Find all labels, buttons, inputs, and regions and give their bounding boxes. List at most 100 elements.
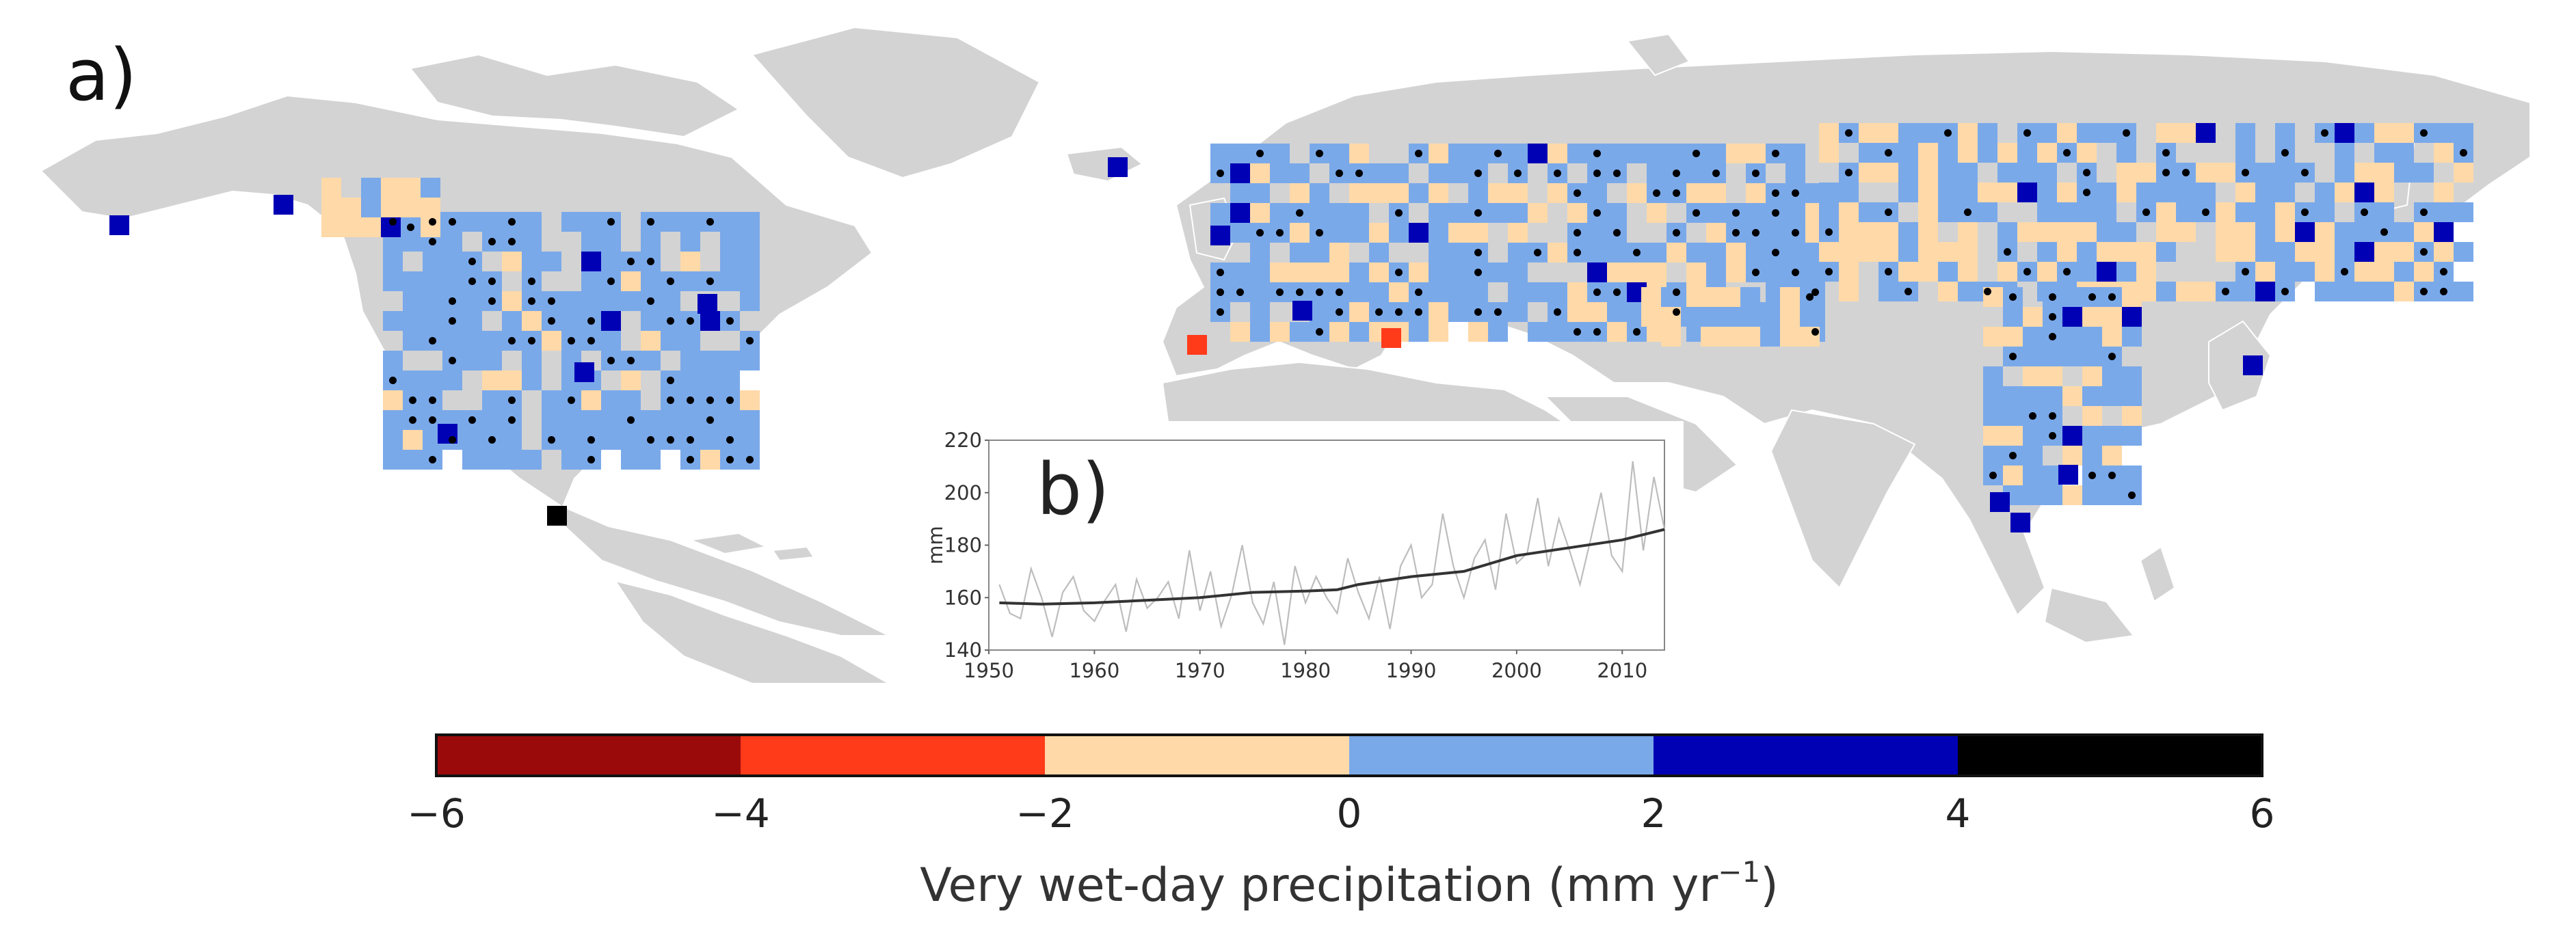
significance-dot — [2009, 353, 2017, 360]
trend-cell — [2082, 366, 2102, 386]
trend-cell — [2062, 347, 2082, 366]
significance-dot — [2222, 288, 2229, 295]
significance-dot — [508, 238, 516, 245]
trend-cell — [1389, 223, 1409, 243]
trend-cell — [1369, 223, 1389, 243]
trend-cell — [423, 311, 442, 331]
trend-cell — [1270, 322, 1290, 342]
significance-dot — [587, 436, 595, 444]
trend-cell — [740, 390, 760, 410]
trend-cell — [1918, 143, 1938, 163]
trend-cell — [680, 351, 700, 370]
trend-cell — [462, 430, 482, 450]
trend-cell — [1329, 243, 1349, 262]
trend-cell-highlight — [574, 362, 594, 382]
trend-cell — [581, 212, 601, 232]
trend-cell — [621, 450, 641, 470]
trend-cell — [2394, 123, 2414, 143]
trend-cell — [1958, 282, 1978, 301]
trend-cell — [1349, 262, 1369, 282]
significance-dot — [667, 278, 674, 285]
significance-dot — [1772, 189, 1779, 197]
trend-cell — [2374, 123, 2394, 143]
significance-dot — [468, 258, 476, 265]
trend-cell — [2003, 386, 2023, 406]
trend-cell — [2017, 163, 2037, 183]
trend-cell — [1859, 143, 1878, 163]
trend-cell — [381, 178, 401, 198]
trend-cell — [661, 212, 680, 232]
trend-cell — [720, 410, 740, 430]
trend-cell — [1918, 123, 1938, 143]
colorbar-title: Very wet-day precipitation (mm yr−1) — [920, 855, 1779, 913]
trend-cell — [680, 271, 700, 291]
significance-dot — [2321, 129, 2328, 137]
trend-cell — [1997, 163, 2017, 183]
trend-cell — [1819, 242, 1839, 262]
significance-dot — [726, 396, 734, 404]
trend-cell — [2196, 183, 2216, 202]
colorbar-segment — [436, 735, 741, 776]
significance-dot — [1217, 269, 1224, 276]
trend-cell — [2176, 123, 2196, 143]
trend-cell — [680, 252, 700, 271]
significance-dot — [1375, 308, 1383, 316]
trend-cell — [2122, 327, 2142, 347]
trend-cell — [442, 252, 462, 271]
trend-cell — [2275, 222, 2295, 242]
significance-dot — [667, 396, 674, 404]
japan-land — [2208, 320, 2272, 412]
trend-cell — [1859, 222, 1878, 242]
trend-cell — [2354, 123, 2374, 143]
trend-cell — [482, 450, 502, 470]
trend-cell — [442, 331, 462, 351]
trend-cell — [2102, 366, 2122, 386]
trend-cell — [1587, 243, 1607, 262]
significance-dot — [2023, 129, 2031, 137]
trend-cell — [1701, 327, 1721, 347]
y-tick-label: 200 — [944, 481, 982, 504]
significance-dot — [1474, 209, 1482, 217]
significance-dot — [449, 357, 456, 364]
significance-dot — [1474, 308, 1482, 316]
significance-dot — [429, 396, 436, 404]
significance-dot — [1574, 249, 1581, 256]
significance-dot — [587, 317, 595, 325]
significance-dot — [1772, 150, 1779, 157]
trend-cell — [2176, 202, 2196, 222]
trend-cell — [341, 198, 361, 217]
trend-cell — [2023, 307, 2043, 327]
significance-dot — [687, 396, 694, 404]
trend-cell — [2216, 163, 2235, 183]
trend-cell — [1819, 143, 1839, 163]
trend-cell — [2003, 406, 2023, 426]
trend-cell — [1250, 163, 1270, 183]
significance-dot — [726, 436, 734, 444]
trend-cell — [2037, 242, 2057, 262]
trend-cell — [2062, 485, 2082, 505]
trend-cell — [1429, 243, 1448, 262]
trend-cell — [700, 351, 720, 370]
colorbar-segment — [1045, 735, 1349, 776]
trend-cell — [1468, 183, 1488, 203]
trend-cell — [2062, 327, 2082, 347]
trend-cell — [2097, 242, 2116, 262]
trend-cell — [2315, 222, 2335, 242]
trend-cell — [1997, 183, 2017, 202]
trend-cell — [1349, 183, 1369, 203]
trend-cell — [2037, 123, 2057, 143]
significance-dot — [2108, 353, 2116, 360]
trend-cell — [2082, 347, 2102, 366]
significance-dot — [429, 337, 436, 345]
trend-cell — [601, 410, 621, 430]
trend-cell — [1230, 262, 1250, 282]
significance-dot — [1217, 288, 1224, 296]
trend-cell — [2315, 202, 2335, 222]
colorbar-tick-label: −6 — [407, 790, 466, 837]
trend-cell — [1746, 203, 1766, 223]
trend-cell — [1250, 262, 1270, 282]
trend-cell — [482, 351, 502, 370]
trend-cell — [1508, 302, 1528, 322]
trend-cell — [2136, 262, 2156, 282]
trend-cell — [2434, 123, 2454, 143]
